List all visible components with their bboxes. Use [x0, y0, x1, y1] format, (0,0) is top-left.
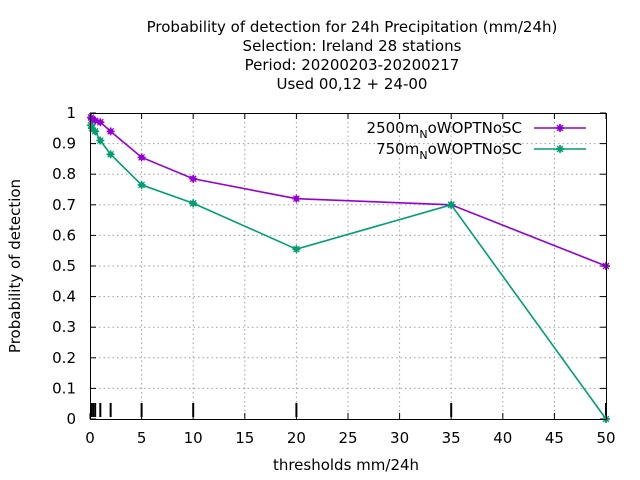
threshold-rug [90, 403, 607, 417]
legend-label-2: 750mNoWOPTNoSC [376, 140, 522, 162]
y-tick-label-4: 0.4 [52, 288, 76, 306]
y-tick-label-2: 0.2 [52, 349, 76, 367]
y-tick-label-5: 0.5 [52, 257, 76, 275]
x-tick-label-9: 45 [545, 429, 564, 447]
x-tick-label-2: 10 [184, 429, 203, 447]
series-1-point-4 [106, 127, 115, 136]
series-2-point-4 [106, 150, 115, 159]
y-tick-label-7: 0.7 [52, 196, 76, 214]
x-tick-label-1: 5 [137, 429, 147, 447]
title-line-4: Used 00,12 + 24-00 [277, 75, 428, 93]
y-tick-label-1: 0.1 [52, 379, 76, 397]
chart-title: Probability of detection for 24h Precipi… [147, 18, 558, 93]
series-2-point-6 [189, 199, 198, 208]
plot-frame [90, 113, 607, 420]
series-1-point-3 [96, 118, 105, 127]
series-2-point-5 [137, 180, 146, 189]
x-tick-label-8: 40 [493, 429, 512, 447]
series-1-line [90, 117, 607, 267]
title-line-1: Probability of detection for 24h Precipi… [147, 18, 558, 36]
y-tick-label-0: 0 [66, 410, 76, 428]
title-line-2: Selection: Ireland 28 stations [243, 37, 462, 55]
title-line-3: Period: 20200203-20200217 [245, 56, 460, 74]
series-1-point-5 [137, 153, 146, 162]
series-1-point-6 [189, 174, 198, 183]
series-1 [87, 113, 610, 270]
series-2-point-7 [292, 245, 301, 254]
grid [90, 113, 606, 419]
x-tick-label-10: 50 [596, 429, 615, 447]
y-axis-label: Probability of detection [6, 179, 24, 353]
series-2-point-3 [96, 136, 105, 145]
series-group [87, 113, 610, 423]
y-tick-label-9: 0.9 [52, 135, 76, 153]
x-tick-label-3: 15 [235, 429, 254, 447]
legend-marker-1 [556, 124, 564, 132]
x-axis-label: thresholds mm/24h [273, 456, 419, 474]
y-tick-label-10: 1 [66, 104, 76, 122]
series-2-point-2 [91, 127, 100, 136]
series-1-point-7 [292, 194, 301, 203]
axis-ticks: 0 5 10 15 20 25 30 35 40 45 50 0 0.1 0.2 0.3 0.4 0.5 0.6 0… [52, 104, 615, 447]
y-tick-label-8: 0.8 [52, 165, 76, 183]
legend-label-1: 2500mNoWOPTNoSC [367, 119, 522, 141]
series-2-point-8 [447, 200, 456, 209]
x-tick-label-7: 35 [442, 429, 461, 447]
legend-marker-2 [556, 145, 564, 153]
y-tick-label-6: 0.6 [52, 226, 76, 244]
y-tick-label-3: 0.3 [52, 318, 76, 336]
x-tick-label-5: 25 [338, 429, 357, 447]
x-tick-label-0: 0 [85, 429, 95, 447]
x-tick-label-4: 20 [287, 429, 306, 447]
x-tick-label-6: 30 [390, 429, 409, 447]
